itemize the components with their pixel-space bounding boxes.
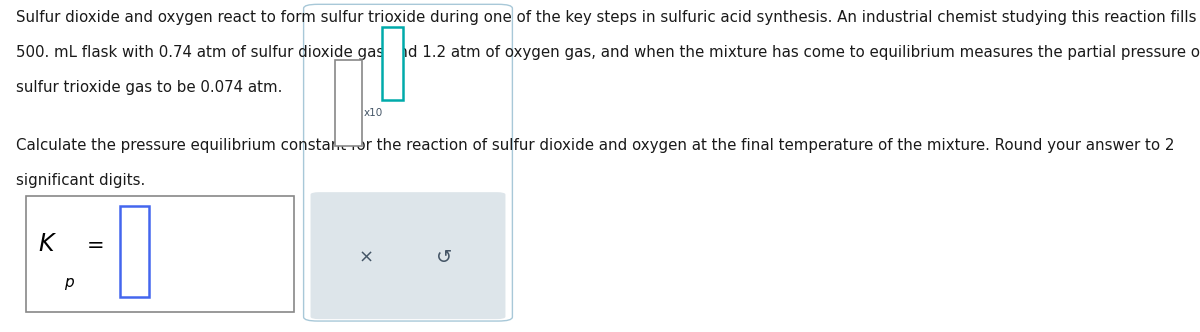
FancyBboxPatch shape <box>311 192 505 319</box>
Text: $=$: $=$ <box>82 234 103 254</box>
Text: $\mathit{K}$: $\mathit{K}$ <box>38 232 58 256</box>
Text: ×: × <box>359 248 373 266</box>
Text: ↺: ↺ <box>436 248 452 267</box>
Text: Sulfur dioxide and oxygen react to form sulfur trioxide during one of the key st: Sulfur dioxide and oxygen react to form … <box>16 10 1200 25</box>
Bar <box>335 60 362 146</box>
FancyBboxPatch shape <box>304 4 512 321</box>
Text: x10: x10 <box>364 108 383 118</box>
Text: $\mathit{p}$: $\mathit{p}$ <box>64 276 76 292</box>
Bar <box>120 206 149 297</box>
Bar <box>26 196 294 312</box>
Text: sulfur trioxide gas to be 0.074 atm.: sulfur trioxide gas to be 0.074 atm. <box>16 80 282 95</box>
Text: Calculate the pressure equilibrium constant for the reaction of sulfur dioxide a: Calculate the pressure equilibrium const… <box>16 138 1174 153</box>
Bar <box>382 27 403 100</box>
Text: significant digits.: significant digits. <box>16 173 145 188</box>
Text: 500. mL flask with 0.74 atm of sulfur dioxide gas and 1.2 atm of oxygen gas, and: 500. mL flask with 0.74 atm of sulfur di… <box>16 45 1200 60</box>
